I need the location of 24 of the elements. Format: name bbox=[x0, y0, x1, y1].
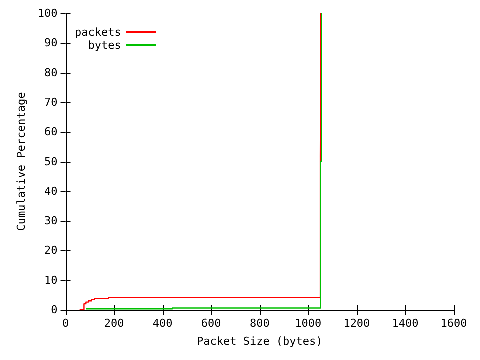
x-tick-label: 0 bbox=[62, 317, 70, 330]
y-tick-label: 10 bbox=[44, 274, 58, 287]
y-tick-label: 70 bbox=[44, 96, 58, 109]
y-tick-label: 30 bbox=[44, 214, 58, 228]
x-tick-label: 200 bbox=[104, 317, 124, 330]
legend-label: bytes bbox=[88, 39, 122, 52]
legend-label: packets bbox=[75, 26, 122, 39]
y-tick-label: 40 bbox=[44, 184, 58, 198]
y-tick-label: 20 bbox=[44, 244, 58, 258]
y-tick-label: 90 bbox=[44, 36, 58, 50]
x-axis-title: Packet Size (bytes) bbox=[196, 335, 323, 348]
x-tick-label: 400 bbox=[152, 317, 173, 330]
x-tick-label: 1400 bbox=[392, 317, 419, 330]
x-tick-label: 1200 bbox=[344, 317, 370, 330]
x-tick-label: 600 bbox=[201, 317, 222, 330]
x-tick-label: 1600 bbox=[440, 317, 468, 330]
x-tick-label: 1000 bbox=[295, 317, 322, 330]
y-tick-label: 80 bbox=[44, 66, 58, 80]
x-tick-label: 800 bbox=[250, 317, 270, 330]
y-tick-label: 50 bbox=[44, 155, 58, 168]
y-tick-label: 60 bbox=[44, 126, 58, 139]
y-axis-title: Cumulative Percentage bbox=[15, 92, 28, 232]
y-tick-label: 100 bbox=[38, 7, 58, 20]
y-tick-label: 0 bbox=[51, 304, 58, 316]
